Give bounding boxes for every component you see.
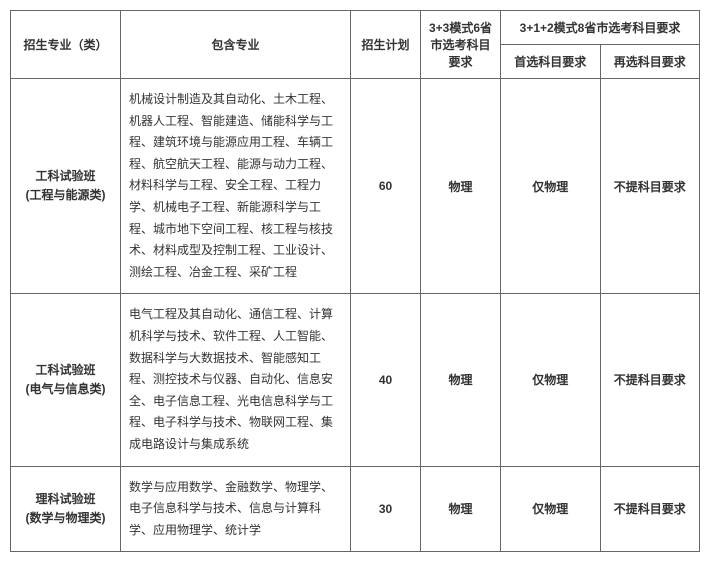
admission-table: 招生专业（类） 包含专业 招生计划 3+3模式6省市选考科目要求 3+1+2模式… — [10, 10, 700, 552]
header-second-choice: 再选科目要求 — [600, 45, 700, 79]
cell-first-choice: 仅物理 — [501, 466, 601, 552]
cell-mode33: 物理 — [421, 79, 501, 294]
header-mode312: 3+1+2模式8省市选考科目要求 — [501, 11, 700, 45]
header-plan: 招生计划 — [351, 11, 421, 79]
cell-plan: 60 — [351, 79, 421, 294]
cell-plan: 40 — [351, 294, 421, 466]
header-mode33: 3+3模式6省市选考科目要求 — [421, 11, 501, 79]
table-header: 招生专业（类） 包含专业 招生计划 3+3模式6省市选考科目要求 3+1+2模式… — [11, 11, 700, 79]
table-row: 理科试验班(数学与物理类) 数学与应用数学、金融数学、物理学、电子信息科学与技术… — [11, 466, 700, 552]
cell-mode33: 物理 — [421, 466, 501, 552]
header-row-1: 招生专业（类） 包含专业 招生计划 3+3模式6省市选考科目要求 3+1+2模式… — [11, 11, 700, 45]
cell-first-choice: 仅物理 — [501, 79, 601, 294]
cell-second-choice: 不提科目要求 — [600, 79, 700, 294]
cell-major: 工科试验班(电气与信息类) — [11, 294, 121, 466]
cell-included: 机械设计制造及其自动化、土木工程、机器人工程、智能建造、储能科学与工程、建筑环境… — [121, 79, 351, 294]
cell-first-choice: 仅物理 — [501, 294, 601, 466]
cell-plan: 30 — [351, 466, 421, 552]
header-major: 招生专业（类） — [11, 11, 121, 79]
header-included: 包含专业 — [121, 11, 351, 79]
cell-major: 工科试验班(工程与能源类) — [11, 79, 121, 294]
cell-mode33: 物理 — [421, 294, 501, 466]
cell-second-choice: 不提科目要求 — [600, 466, 700, 552]
cell-major: 理科试验班(数学与物理类) — [11, 466, 121, 552]
cell-second-choice: 不提科目要求 — [600, 294, 700, 466]
cell-included: 电气工程及其自动化、通信工程、计算机科学与技术、软件工程、人工智能、数据科学与大… — [121, 294, 351, 466]
cell-included: 数学与应用数学、金融数学、物理学、电子信息科学与技术、信息与计算科学、应用物理学… — [121, 466, 351, 552]
table-body: 工科试验班(工程与能源类) 机械设计制造及其自动化、土木工程、机器人工程、智能建… — [11, 79, 700, 552]
header-first-choice: 首选科目要求 — [501, 45, 601, 79]
table-row: 工科试验班(电气与信息类) 电气工程及其自动化、通信工程、计算机科学与技术、软件… — [11, 294, 700, 466]
table-row: 工科试验班(工程与能源类) 机械设计制造及其自动化、土木工程、机器人工程、智能建… — [11, 79, 700, 294]
